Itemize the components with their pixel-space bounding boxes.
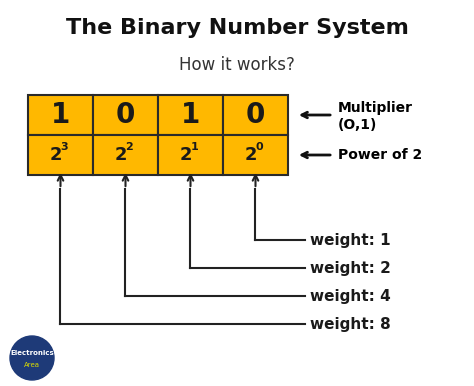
- Text: The Binary Number System: The Binary Number System: [65, 18, 409, 38]
- Bar: [93, 135, 158, 175]
- Text: weight: 8: weight: 8: [310, 317, 391, 332]
- Text: weight: 1: weight: 1: [310, 232, 391, 247]
- Text: 2: 2: [244, 146, 257, 164]
- Text: 1: 1: [51, 101, 70, 129]
- Bar: [158, 135, 223, 175]
- Bar: [158, 95, 223, 135]
- Text: electronicsarea.com: electronicsarea.com: [101, 150, 215, 160]
- Text: 3: 3: [61, 142, 68, 152]
- Bar: [28, 95, 93, 135]
- Bar: [93, 95, 158, 135]
- Text: 1: 1: [191, 142, 199, 152]
- Bar: [223, 135, 288, 175]
- Text: 2: 2: [49, 146, 62, 164]
- Text: Electronics: Electronics: [10, 350, 54, 356]
- Text: 0: 0: [246, 101, 265, 129]
- Text: How it works?: How it works?: [179, 56, 295, 74]
- Bar: [28, 135, 93, 175]
- Text: 2: 2: [179, 146, 192, 164]
- Text: weight: 2: weight: 2: [310, 261, 391, 276]
- Text: 1: 1: [181, 101, 200, 129]
- Text: 0: 0: [255, 142, 264, 152]
- Text: Area: Area: [24, 362, 40, 368]
- Text: Power of 2: Power of 2: [338, 148, 422, 162]
- Text: 2: 2: [126, 142, 133, 152]
- Bar: [223, 95, 288, 135]
- Text: weight: 4: weight: 4: [310, 288, 391, 303]
- Text: 2: 2: [114, 146, 127, 164]
- Circle shape: [10, 336, 54, 380]
- Text: Multiplier: Multiplier: [338, 101, 413, 115]
- Text: 0: 0: [116, 101, 135, 129]
- Text: (O,1): (O,1): [338, 118, 377, 132]
